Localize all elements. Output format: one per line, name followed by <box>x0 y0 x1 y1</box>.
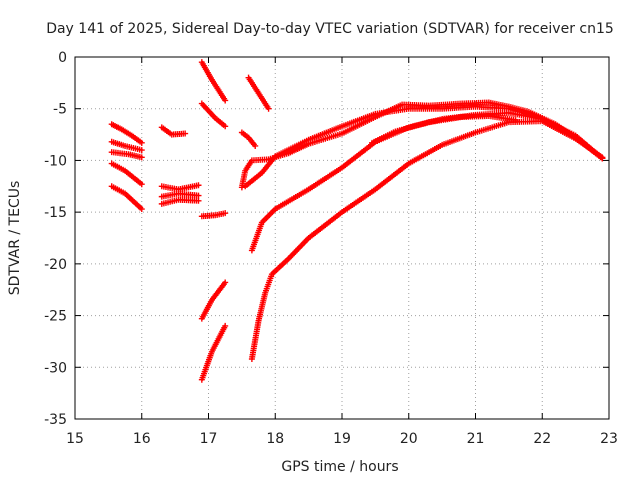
y-tick-label: -5 <box>53 102 67 118</box>
series-track-i <box>158 196 202 207</box>
data-marks <box>108 59 606 383</box>
x-tick-label: 23 <box>600 431 618 447</box>
y-tick-label: -20 <box>44 257 67 273</box>
x-axis-label: GPS time / hours <box>281 459 398 475</box>
x-tick-label: 17 <box>200 431 218 447</box>
series-track-b <box>108 138 145 154</box>
data-point-marker <box>599 154 606 161</box>
series-track-j <box>198 59 229 104</box>
series-track-l <box>198 210 229 220</box>
y-tick-label: -25 <box>44 309 67 325</box>
data-point-marker <box>252 142 259 149</box>
y-tick-label: 0 <box>58 50 67 66</box>
series-track-s <box>248 109 606 254</box>
series-track-t <box>369 112 519 146</box>
x-tick-label: 18 <box>266 431 284 447</box>
y-tick-label: -35 <box>44 412 67 428</box>
x-tick-label: 15 <box>66 431 84 447</box>
series-track-m <box>198 279 229 322</box>
series-track-e <box>108 183 145 213</box>
series-track-p <box>245 74 272 112</box>
data-point-marker <box>222 210 229 217</box>
series-track-o <box>238 129 259 149</box>
series-track-f <box>158 124 189 138</box>
x-tick-label: 20 <box>400 431 418 447</box>
y-tick-label: -10 <box>44 153 67 169</box>
data-point-marker <box>138 154 145 161</box>
data-point-marker <box>138 206 145 213</box>
series-track-u <box>248 118 606 363</box>
data-point-marker <box>138 181 145 188</box>
y-axis-label: SDTVAR / TECUs <box>7 181 23 296</box>
data-point-marker <box>138 139 145 146</box>
data-point-marker <box>222 123 229 130</box>
series-track-q <box>238 99 606 191</box>
y-tick-label: -15 <box>44 205 67 221</box>
series-track-n <box>198 322 229 383</box>
x-tick-label: 19 <box>333 431 351 447</box>
y-tick-label: -30 <box>44 360 67 376</box>
x-tick-label: 22 <box>533 431 551 447</box>
series-track-r <box>242 103 606 190</box>
x-tick-label: 21 <box>467 431 485 447</box>
series-track-g <box>158 182 202 193</box>
data-point-marker <box>195 192 202 199</box>
data-point-marker <box>222 97 229 104</box>
data-point-marker <box>138 147 145 154</box>
series-track-k <box>198 100 229 130</box>
data-point-marker <box>195 197 202 204</box>
data-point-marker <box>195 182 202 189</box>
data-point-marker <box>222 322 229 329</box>
series-track-a <box>108 121 145 146</box>
series-track-d <box>108 160 145 188</box>
chart-title: Day 141 of 2025, Sidereal Day-to-day VTE… <box>46 21 614 37</box>
data-point-marker <box>265 105 272 112</box>
data-point-marker <box>222 279 229 286</box>
axis-ticks: 15 16 17 18 19 20 21 22 23 0 -5 -10 -15 -20 -25 -30 -35 <box>44 50 618 447</box>
series-track-c <box>108 149 145 161</box>
series-track-h <box>158 190 202 200</box>
data-point-marker <box>182 130 189 137</box>
x-tick-label: 16 <box>133 431 151 447</box>
